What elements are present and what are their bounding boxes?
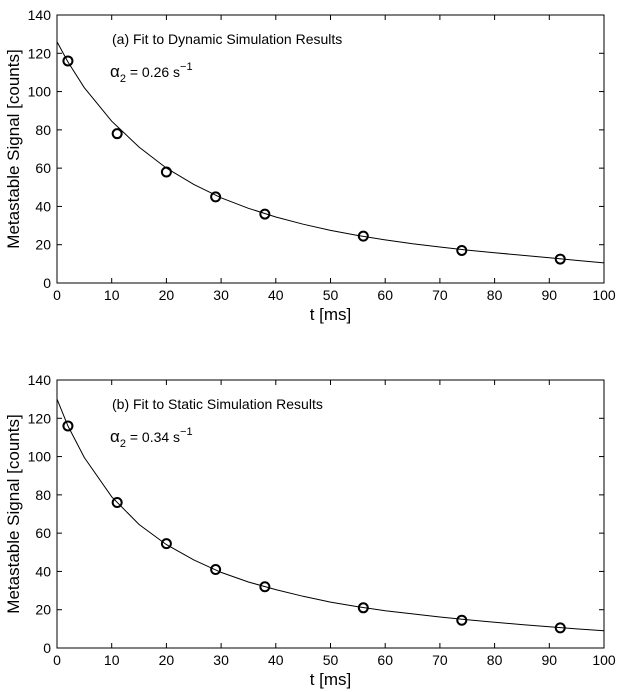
y-tick-label: 40 [35, 198, 51, 214]
x-tick-label: 100 [592, 652, 616, 668]
x-tick-label: 20 [159, 287, 175, 303]
data-point [160, 166, 172, 178]
x-tick-label: 60 [377, 652, 393, 668]
y-tick-label: 0 [43, 275, 51, 291]
alpha-subscript: 2 [120, 438, 126, 450]
x-tick-label: 30 [213, 652, 229, 668]
data-point [456, 244, 468, 256]
y-tick-label: 80 [35, 487, 51, 503]
data-point [259, 581, 271, 593]
alpha-equals: = 0.34 s [126, 429, 180, 445]
y-tick-label: 60 [35, 525, 51, 541]
x-tick-label: 80 [487, 287, 503, 303]
y-tick-label: 100 [28, 84, 52, 100]
x-tick-label: 40 [268, 287, 284, 303]
x-tick-label: 80 [487, 652, 503, 668]
data-point [554, 622, 566, 634]
alpha-unit-exponent: −1 [180, 61, 193, 73]
data-point [554, 253, 566, 265]
x-tick-label: 10 [104, 652, 120, 668]
x-tick-label: 60 [377, 287, 393, 303]
data-point [259, 208, 271, 220]
y-tick-label: 80 [35, 122, 51, 138]
x-axis-label: t [ms] [310, 305, 352, 324]
data-point [210, 191, 222, 203]
data-point [62, 55, 74, 67]
x-tick-label: 20 [159, 652, 175, 668]
x-tick-label: 70 [432, 287, 448, 303]
x-tick-label: 50 [323, 652, 339, 668]
alpha-subscript: 2 [120, 73, 126, 85]
plot-frame [56, 379, 605, 649]
data-point [62, 420, 74, 432]
x-tick-label: 100 [592, 287, 616, 303]
alpha-unit-exponent: −1 [180, 426, 193, 438]
y-axis-label: Metastable Signal [counts] [4, 49, 23, 248]
x-tick-label: 0 [53, 652, 61, 668]
y-tick-label: 120 [28, 410, 52, 426]
x-tick-label: 90 [542, 287, 558, 303]
fit-curve [56, 41, 605, 264]
data-point [210, 564, 222, 576]
plot-frame [56, 14, 605, 284]
chart-panel-b: 0 10 20 30 40 50 60 70 80 90 100 0 20 40 60 80 100 120 140… [4, 372, 616, 689]
x-tick-label: 10 [104, 287, 120, 303]
alpha-symbol: α [110, 62, 120, 81]
data-point [111, 128, 123, 140]
y-tick-label: 40 [35, 563, 51, 579]
y-tick-label: 140 [28, 7, 52, 23]
alpha-value: α2 = 0.34 s−1 [110, 426, 193, 450]
x-tick-label: 30 [213, 287, 229, 303]
x-tick-label: 70 [432, 652, 448, 668]
y-tick-label: 20 [35, 237, 51, 253]
y-tick-label: 60 [35, 160, 51, 176]
y-axis-label: Metastable Signal [counts] [4, 414, 23, 613]
fit-curve [56, 398, 605, 632]
data-point [357, 230, 369, 242]
x-axis-label: t [ms] [310, 670, 352, 689]
y-tick-label: 120 [28, 45, 52, 61]
panel-annotation: (b) Fit to Static Simulation Results [112, 396, 323, 412]
alpha-equals: = 0.26 s [126, 64, 180, 80]
data-point [111, 497, 123, 509]
x-tick-label: 0 [53, 287, 61, 303]
data-point [160, 538, 172, 550]
alpha-value: α2 = 0.26 s−1 [110, 61, 193, 85]
y-tick-label: 0 [43, 640, 51, 656]
x-tick-label: 50 [323, 287, 339, 303]
chart-panel-a: 0 10 20 30 40 50 60 70 80 90 100 0 20 40 60 80 100 120 140… [4, 7, 616, 324]
x-tick-label: 90 [542, 652, 558, 668]
data-point [456, 614, 468, 626]
panel-annotation: (a) Fit to Dynamic Simulation Results [112, 31, 342, 47]
data-point [357, 602, 369, 614]
alpha-symbol: α [110, 427, 120, 446]
y-tick-label: 140 [28, 372, 52, 388]
y-tick-label: 100 [28, 449, 52, 465]
y-tick-label: 20 [35, 602, 51, 618]
x-tick-label: 40 [268, 652, 284, 668]
